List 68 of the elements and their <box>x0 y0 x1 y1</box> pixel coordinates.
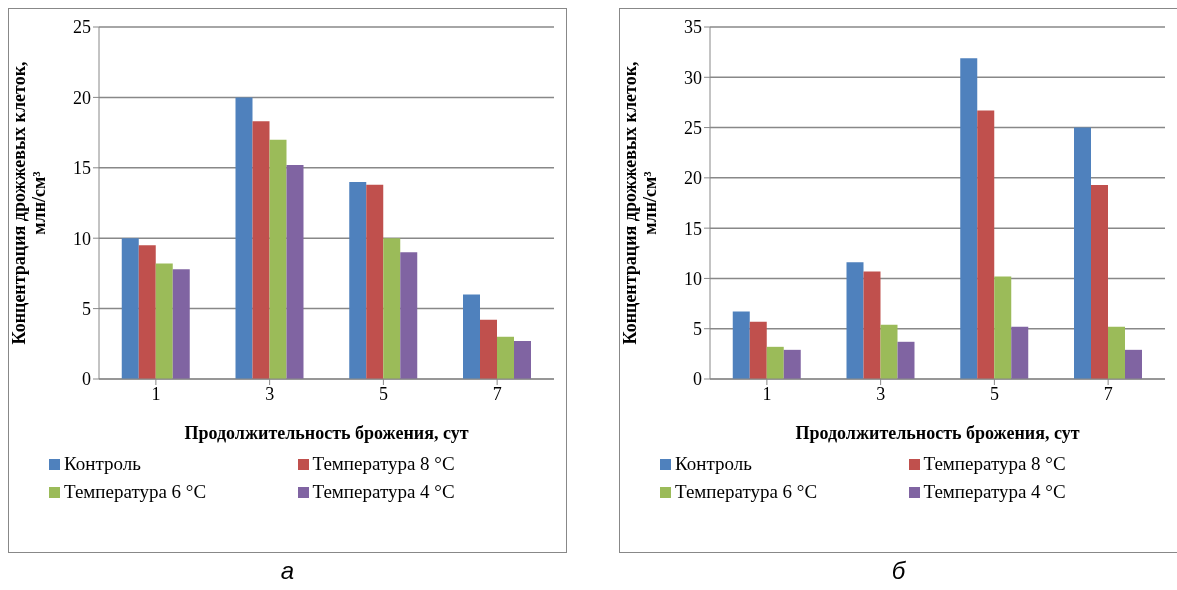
bar <box>252 121 270 379</box>
bar <box>480 319 497 379</box>
bar <box>400 252 418 379</box>
y-axis-title: Концентрация дрожжевых клеток, млн/см³ <box>9 61 49 345</box>
bar <box>121 238 139 379</box>
y-tick-label: 30 <box>684 67 702 88</box>
y-tick-label: 15 <box>684 218 702 239</box>
bar <box>1011 326 1029 379</box>
bar <box>172 269 190 379</box>
x-tick-label: 1 <box>762 383 772 404</box>
bar <box>863 271 881 379</box>
bar <box>783 349 801 379</box>
bar <box>846 262 864 379</box>
legend-label: Температура 8 °C <box>923 453 1066 475</box>
legend-label: Температура 6 °C <box>64 481 207 503</box>
bar <box>1074 127 1091 379</box>
x-tick-label: 5 <box>989 383 999 404</box>
legend-label: Контроль <box>64 453 141 475</box>
x-tick-label: 3 <box>265 383 275 404</box>
bar <box>749 321 767 379</box>
y-tick-label: 5 <box>82 298 91 319</box>
text: б <box>890 557 907 585</box>
text: а <box>279 557 296 585</box>
y-tick-label: 10 <box>73 228 91 249</box>
bar <box>235 97 253 379</box>
bar <box>880 324 898 379</box>
bar <box>138 245 156 379</box>
legend-label: Температура 8 °C <box>312 453 455 475</box>
y-tick-label: 10 <box>684 268 702 289</box>
legend-label: Температура 6 °C <box>675 481 818 503</box>
x-tick-label: 7 <box>492 383 502 404</box>
bar <box>497 336 514 379</box>
bar <box>960 58 978 379</box>
x-tick-label: 1 <box>151 383 161 404</box>
y-tick-label: 25 <box>684 117 702 138</box>
bar <box>155 263 173 379</box>
bar <box>897 341 915 379</box>
bar <box>366 184 384 379</box>
legend-label: Контроль <box>675 453 752 475</box>
legend-label: Температура 4 °C <box>923 481 1066 503</box>
y-axis-title: Концентрация дрожжевых клеток, млн/см³ <box>620 61 660 345</box>
bar <box>463 294 480 379</box>
bar <box>977 110 995 379</box>
bar <box>269 139 287 379</box>
bar <box>1108 326 1125 379</box>
bar <box>383 238 401 379</box>
y-tick-label: 35 <box>684 17 702 38</box>
x-tick-label: 3 <box>876 383 886 404</box>
bar <box>1125 349 1142 379</box>
x-axis-title: Продолжительность брожения, сут <box>795 423 1080 443</box>
y-tick-label: 0 <box>82 369 91 390</box>
x-tick-label: 7 <box>1103 383 1113 404</box>
bar <box>286 164 304 379</box>
bar <box>994 276 1012 379</box>
y-tick-label: 0 <box>693 369 702 390</box>
bar <box>766 346 784 379</box>
x-axis-title: Продолжительность брожения, сут <box>184 423 469 443</box>
y-tick-label: 20 <box>73 87 91 108</box>
bar <box>732 311 750 379</box>
bar <box>349 181 367 379</box>
legend-label: Температура 4 °C <box>312 481 455 503</box>
y-tick-label: 20 <box>684 168 702 189</box>
y-tick-label: 5 <box>693 319 702 340</box>
y-tick-label: 25 <box>73 17 91 38</box>
y-tick-label: 15 <box>73 158 91 179</box>
x-tick-label: 5 <box>378 383 388 404</box>
bar <box>514 340 531 379</box>
bar <box>1091 184 1108 379</box>
